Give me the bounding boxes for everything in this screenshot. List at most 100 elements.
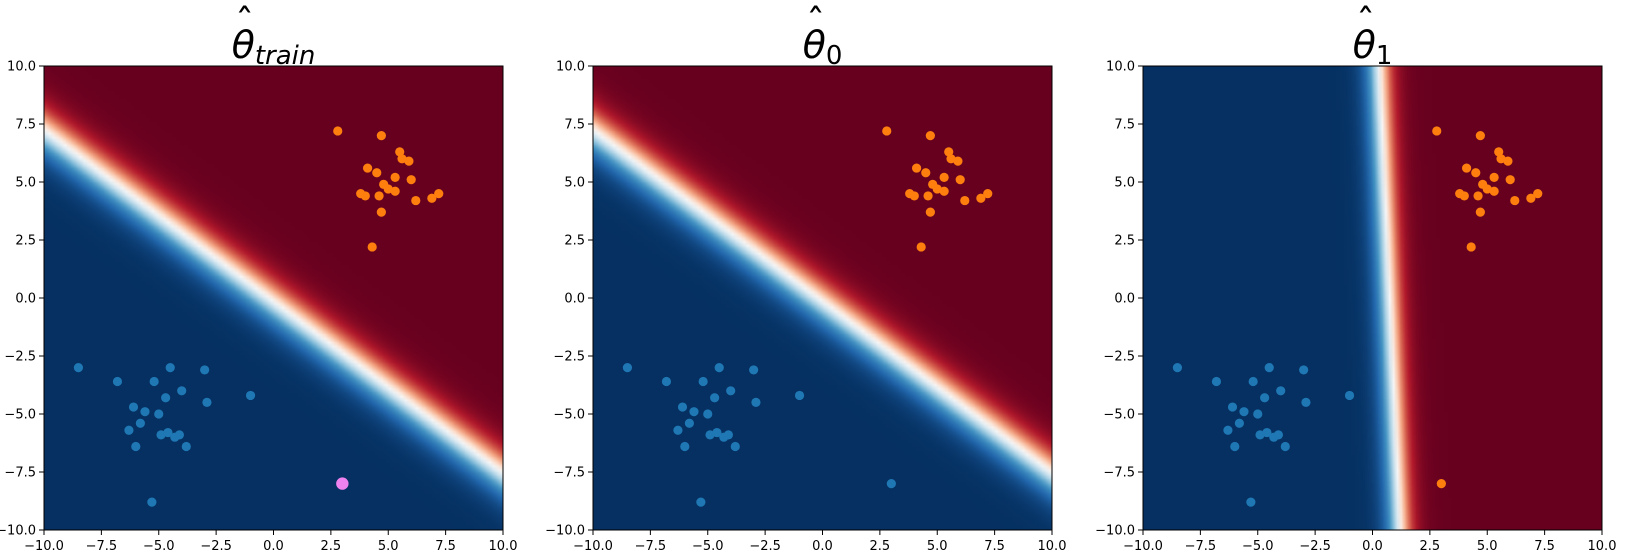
- class-0-point: [1248, 376, 1258, 387]
- class-0-point: [1230, 441, 1240, 452]
- class-1-point: [916, 242, 926, 252]
- y-tick-label: 2.5: [1114, 234, 1135, 249]
- title-theta: θ: [232, 23, 255, 67]
- y-tick-label: 5.0: [564, 176, 585, 191]
- class-0-point: [163, 427, 173, 438]
- class-1-point: [1461, 163, 1472, 173]
- y-tick-label: 7.5: [15, 118, 36, 133]
- class-0-point: [135, 418, 145, 428]
- class-1-point: [960, 195, 970, 206]
- class-0-point: [1227, 402, 1238, 412]
- class-1-point: [376, 131, 386, 141]
- x-tick-label: 0.0: [263, 539, 284, 553]
- class-0-point: [726, 386, 736, 396]
- x-tick-label: −10.0: [573, 539, 613, 553]
- panel-2: −10.0 −7.5 −5.0 −2.5 0.0 2.5 5.0 7.5 10.0 −10.0 −7…: [545, 1, 1066, 553]
- class-1-point: [406, 175, 416, 185]
- class-0-point: [751, 397, 761, 407]
- x-tick-label: 10.0: [1038, 539, 1067, 553]
- x-tick-label: 7.5: [1534, 539, 1555, 553]
- x-tick-label: 2.5: [870, 539, 891, 553]
- class-0-point: [174, 430, 185, 440]
- x-tick-label: −7.5: [1185, 539, 1217, 553]
- class-1-point: [372, 168, 382, 178]
- class-0-point: [1299, 365, 1309, 375]
- class-1-point: [1503, 156, 1513, 166]
- class-1-point: [411, 195, 421, 206]
- y-tick-label: 2.5: [15, 234, 36, 249]
- class-0-point: [154, 409, 164, 419]
- y-tick-label: −2.5: [553, 350, 585, 365]
- highlight-point: [336, 477, 349, 490]
- class-1-point: [1475, 207, 1485, 217]
- y-tick-label: 2.5: [564, 234, 585, 249]
- class-1-point: [1471, 168, 1481, 178]
- title-hat: ˆ: [806, 1, 825, 45]
- x-tick-label: −5.0: [692, 539, 724, 553]
- class-0-point: [886, 479, 896, 489]
- title-hat: ˆ: [235, 1, 254, 45]
- class-1-point: [1526, 193, 1536, 203]
- title-subscript: 1: [1376, 41, 1393, 71]
- decision-heatmap: [593, 66, 1052, 530]
- class-1-point: [1475, 131, 1485, 141]
- y-tick-label: 5.0: [15, 176, 36, 191]
- y-tick-label: −2.5: [4, 350, 36, 365]
- class-1-point: [1489, 172, 1499, 182]
- class-0-point: [112, 376, 123, 387]
- title-theta: θ: [1353, 23, 1376, 67]
- class-1-point: [367, 242, 377, 252]
- x-tick-label: 10.0: [1588, 539, 1617, 553]
- class-1-point: [911, 163, 922, 173]
- class-0-point: [677, 402, 688, 412]
- y-tick-label: 7.5: [1114, 118, 1135, 133]
- x-tick-label: −7.5: [635, 539, 667, 553]
- class-1-point: [925, 131, 935, 141]
- class-1-point: [983, 189, 993, 199]
- class-1-point: [923, 191, 933, 201]
- class-1-point: [953, 156, 963, 166]
- class-0-point: [1253, 409, 1263, 419]
- y-tick-label: 0.0: [1114, 292, 1135, 307]
- decision-heatmap: [1143, 66, 1602, 530]
- class-1-point: [1505, 175, 1515, 185]
- y-tick-label: −2.5: [1103, 350, 1135, 365]
- class-0-point: [181, 441, 191, 452]
- class-0-point: [177, 386, 187, 396]
- class-1-point: [390, 186, 400, 196]
- y-tick-label: 5.0: [1114, 176, 1135, 191]
- class-0-point: [165, 363, 175, 373]
- class-0-point: [1211, 376, 1222, 387]
- class-1-point: [939, 186, 949, 196]
- y-tick-label: −7.5: [553, 466, 585, 481]
- class-0-point: [1246, 497, 1256, 507]
- decision-heatmap: [44, 66, 503, 530]
- x-tick-label: 10.0: [489, 539, 518, 553]
- y-tick-label: −10.0: [1095, 524, 1135, 539]
- class-1-point: [939, 172, 949, 182]
- class-0-point: [622, 363, 633, 373]
- class-0-point: [698, 376, 708, 387]
- class-0-point: [147, 497, 157, 507]
- class-1-point: [1489, 186, 1499, 196]
- class-1-point: [1432, 126, 1442, 136]
- y-tick-label: −7.5: [1103, 466, 1135, 481]
- y-tick-label: 7.5: [564, 118, 585, 133]
- class-1-point: [434, 189, 444, 199]
- class-0-point: [128, 402, 139, 412]
- class-0-point: [730, 441, 740, 452]
- x-tick-label: −2.5: [1299, 539, 1331, 553]
- class-0-point: [1276, 386, 1286, 396]
- y-tick-label: 0.0: [15, 292, 36, 307]
- class-1-point: [427, 193, 437, 203]
- class-0-point: [1264, 363, 1274, 373]
- class-1-point: [404, 156, 414, 166]
- class-1-point: [976, 193, 986, 203]
- class-0-point: [1301, 397, 1311, 407]
- class-1-point: [944, 147, 954, 157]
- class-0-point: [712, 427, 722, 438]
- class-0-point: [696, 497, 706, 507]
- y-tick-label: −10.0: [545, 524, 585, 539]
- class-0-point: [124, 425, 134, 435]
- x-tick-label: 5.0: [378, 539, 399, 553]
